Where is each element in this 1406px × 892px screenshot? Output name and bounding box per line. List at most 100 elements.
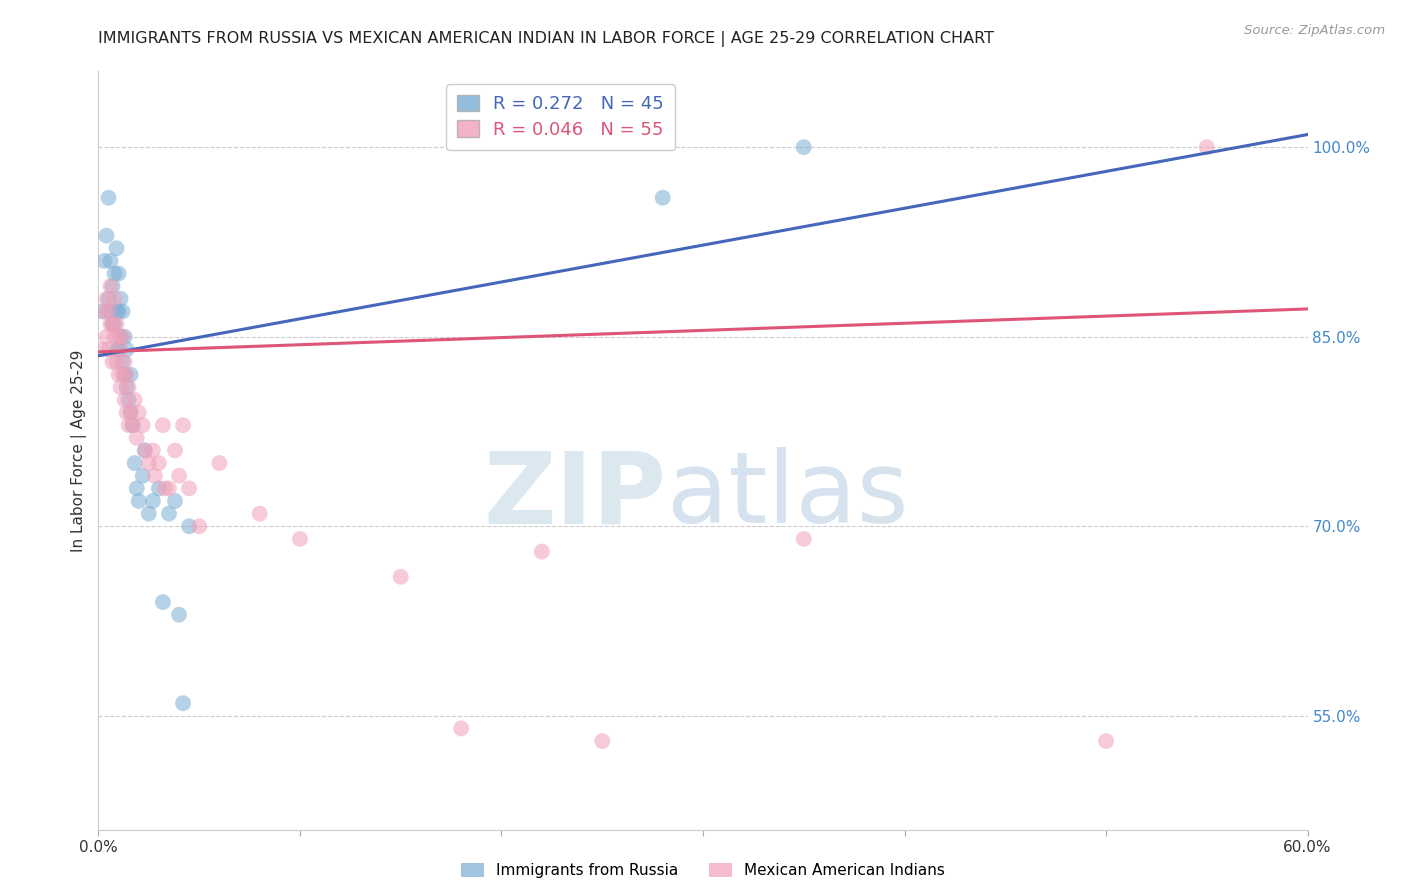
- Point: [188, 519, 211, 533]
- Point: [114, 392, 136, 407]
- Point: [107, 267, 129, 281]
- Point: [100, 279, 122, 293]
- Point: [118, 418, 141, 433]
- Point: [591, 734, 613, 748]
- Point: [110, 380, 132, 394]
- Point: [134, 443, 156, 458]
- Point: [105, 317, 128, 331]
- Point: [530, 544, 553, 558]
- Point: [128, 494, 150, 508]
- Point: [179, 519, 201, 533]
- Point: [132, 468, 155, 483]
- Point: [107, 368, 129, 382]
- Point: [157, 482, 180, 496]
- Point: [793, 140, 815, 154]
- Point: [115, 368, 138, 382]
- Point: [288, 532, 311, 546]
- Point: [208, 456, 231, 470]
- Point: [163, 494, 186, 508]
- Point: [152, 418, 174, 433]
- Point: [105, 241, 128, 255]
- Point: [96, 329, 118, 343]
- Point: [143, 468, 166, 483]
- Point: [148, 456, 170, 470]
- Text: Source: ZipAtlas.com: Source: ZipAtlas.com: [1244, 24, 1385, 37]
- Legend: Immigrants from Russia, Mexican American Indians: Immigrants from Russia, Mexican American…: [456, 857, 950, 884]
- Point: [152, 595, 174, 609]
- Point: [103, 329, 125, 343]
- Point: [172, 696, 194, 710]
- Point: [115, 405, 138, 419]
- Point: [389, 570, 412, 584]
- Point: [148, 482, 170, 496]
- Point: [101, 317, 124, 331]
- Point: [125, 482, 148, 496]
- Point: [134, 443, 156, 458]
- Point: [153, 482, 176, 496]
- Point: [96, 292, 118, 306]
- Point: [110, 329, 132, 343]
- Point: [118, 380, 141, 394]
- Point: [97, 343, 120, 357]
- Point: [100, 253, 122, 268]
- Point: [107, 329, 129, 343]
- Point: [114, 329, 136, 343]
- Point: [93, 304, 115, 318]
- Point: [138, 456, 160, 470]
- Point: [120, 368, 142, 382]
- Point: [110, 343, 132, 357]
- Point: [167, 607, 190, 622]
- Point: [793, 532, 815, 546]
- Point: [105, 343, 128, 357]
- Point: [110, 292, 132, 306]
- Point: [142, 443, 165, 458]
- Point: [121, 418, 143, 433]
- Text: IMMIGRANTS FROM RUSSIA VS MEXICAN AMERICAN INDIAN IN LABOR FORCE | AGE 25-29 COR: IMMIGRANTS FROM RUSSIA VS MEXICAN AMERIC…: [98, 31, 994, 47]
- Point: [107, 304, 129, 318]
- Point: [101, 355, 124, 369]
- Point: [167, 468, 190, 483]
- Point: [115, 380, 138, 394]
- Point: [101, 317, 124, 331]
- Point: [111, 304, 134, 318]
- Point: [105, 304, 128, 318]
- Point: [105, 355, 128, 369]
- Point: [124, 456, 146, 470]
- Point: [114, 355, 136, 369]
- Point: [132, 418, 155, 433]
- Point: [450, 722, 472, 736]
- Point: [96, 228, 118, 243]
- Point: [172, 418, 194, 433]
- Point: [142, 494, 165, 508]
- Point: [120, 405, 142, 419]
- Point: [1095, 734, 1118, 748]
- Point: [111, 355, 134, 369]
- Point: [124, 392, 146, 407]
- Point: [121, 418, 143, 433]
- Point: [111, 368, 134, 382]
- Point: [111, 329, 134, 343]
- Point: [118, 392, 141, 407]
- Point: [125, 431, 148, 445]
- Point: [120, 405, 142, 419]
- Point: [103, 292, 125, 306]
- Point: [103, 317, 125, 331]
- Point: [103, 267, 125, 281]
- Point: [1195, 140, 1218, 154]
- Point: [128, 405, 150, 419]
- Point: [157, 507, 180, 521]
- Text: ZIP: ZIP: [484, 448, 666, 544]
- Text: atlas: atlas: [666, 448, 908, 544]
- Point: [91, 304, 114, 318]
- Point: [249, 507, 271, 521]
- Point: [107, 343, 129, 357]
- Point: [97, 292, 120, 306]
- Point: [651, 191, 673, 205]
- Point: [101, 279, 124, 293]
- Point: [115, 343, 138, 357]
- Y-axis label: In Labor Force | Age 25-29: In Labor Force | Age 25-29: [72, 350, 87, 551]
- Point: [97, 191, 120, 205]
- Point: [93, 253, 115, 268]
- Point: [91, 343, 114, 357]
- Point: [100, 317, 122, 331]
